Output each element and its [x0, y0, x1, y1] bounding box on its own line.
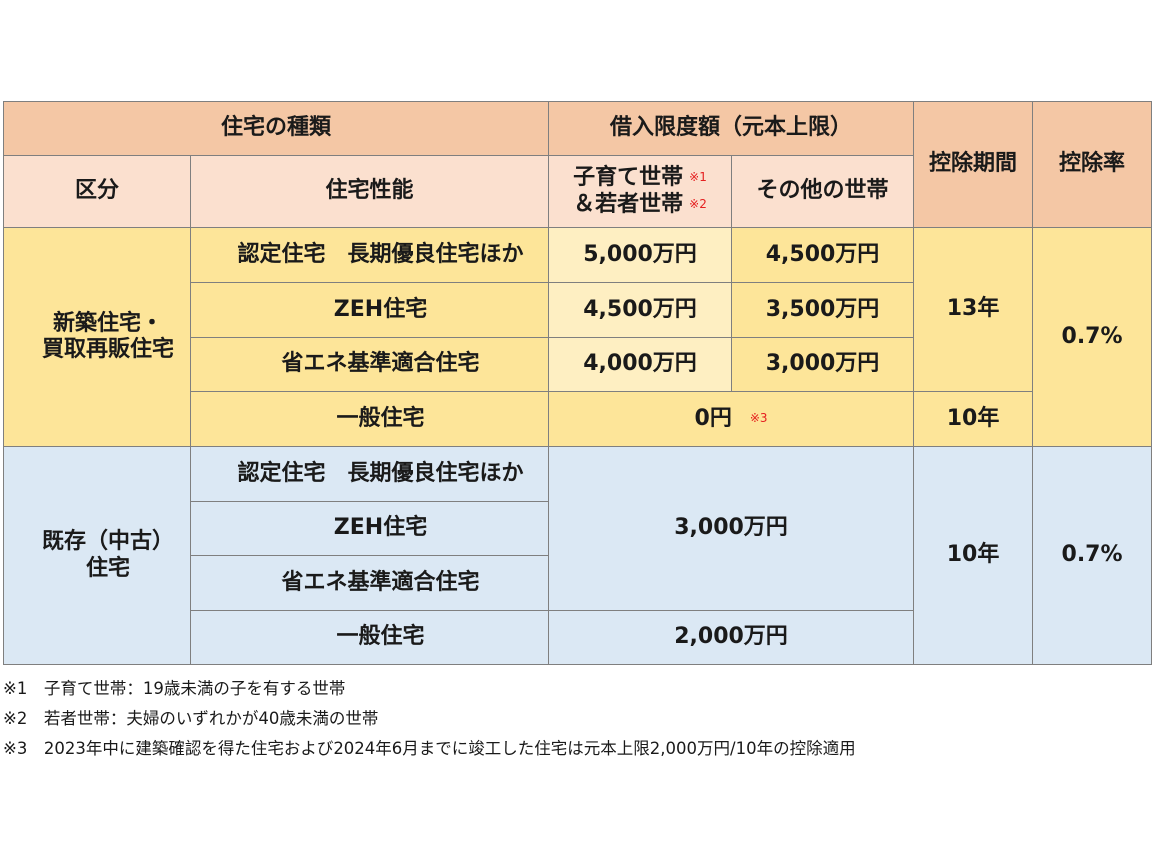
new-certified-other: 4,500万円	[731, 227, 915, 283]
header-child-young-household: 子育て世帯 ※1 ＆若者世帯 ※2	[548, 155, 733, 228]
existing-amount-main: 3,000万円	[548, 446, 915, 611]
note-mark-3: ※3	[749, 410, 768, 425]
new-period-10: 10年	[913, 391, 1034, 447]
new-zeh-child-young: 4,500万円	[548, 282, 733, 338]
new-zeh-other: 3,500万円	[731, 282, 915, 338]
category-new-line1: 新築住宅・	[52, 310, 163, 336]
header-category: 区分	[3, 155, 191, 228]
new-type-energy: 省エネ基準適合住宅	[189, 337, 550, 392]
existing-type-certified: 認定住宅 長期優良住宅ほか	[189, 446, 550, 502]
header-rate: 控除率	[1032, 101, 1152, 228]
new-general-amount: 0円	[694, 405, 732, 431]
footnote-2: ※2 若者世帯：夫婦のいずれかが40歳未満の世帯	[3, 709, 379, 728]
header-period: 控除期間	[913, 101, 1034, 228]
new-period-13: 13年	[913, 227, 1034, 392]
new-certified-child-young: 5,000万円	[548, 227, 733, 283]
young-household-label: ＆若者世帯	[573, 191, 684, 217]
new-energy-other: 3,000万円	[731, 337, 915, 392]
header-performance: 住宅性能	[189, 155, 550, 228]
existing-type-energy: 省エネ基準適合住宅	[189, 555, 550, 611]
category-existing-line1: 既存（中古）	[41, 529, 174, 555]
note-mark-2: ※2	[689, 196, 707, 211]
new-energy-child-young: 4,000万円	[548, 337, 733, 392]
tax-deduction-table: 住宅の種類 借入限度額（元本上限） 控除期間 控除率 区分 住宅性能 子育て世帯…	[2, 101, 1152, 665]
header-housing-type: 住宅の種類	[2, 101, 550, 156]
header-other-household: その他の世帯	[731, 155, 915, 228]
existing-rate: 0.7%	[1032, 446, 1152, 665]
child-household-label: 子育て世帯	[573, 165, 684, 191]
category-new-housing: 新築住宅・ 買取再販住宅	[3, 227, 191, 447]
footnotes: ※1 子育て世帯：19歳未満の子を有する世帯 ※2 若者世帯：夫婦のいずれかが4…	[3, 674, 856, 764]
existing-general-amount: 2,000万円	[548, 610, 915, 665]
header-loan-limit: 借入限度額（元本上限）	[548, 101, 915, 156]
new-rate: 0.7%	[1032, 227, 1152, 447]
category-existing-line2: 住宅	[85, 555, 130, 581]
category-new-line2: 買取再販住宅	[41, 337, 174, 362]
new-general-amount-cell: 0円 ※3	[548, 391, 915, 447]
note-mark-1: ※1	[689, 170, 707, 185]
new-type-certified: 認定住宅 長期優良住宅ほか	[189, 227, 550, 283]
existing-type-zeh: ZEH住宅	[189, 501, 550, 556]
footnote-3: ※3 2023年中に建築確認を得た住宅および2024年6月までに竣工した住宅は元…	[3, 739, 856, 758]
new-type-zeh: ZEH住宅	[189, 282, 550, 338]
footnote-1: ※1 子育て世帯：19歳未満の子を有する世帯	[3, 679, 346, 698]
category-existing-housing: 既存（中古） 住宅	[3, 446, 191, 665]
existing-type-general: 一般住宅	[189, 610, 550, 665]
new-type-general: 一般住宅	[189, 391, 550, 447]
existing-period: 10年	[913, 446, 1034, 665]
